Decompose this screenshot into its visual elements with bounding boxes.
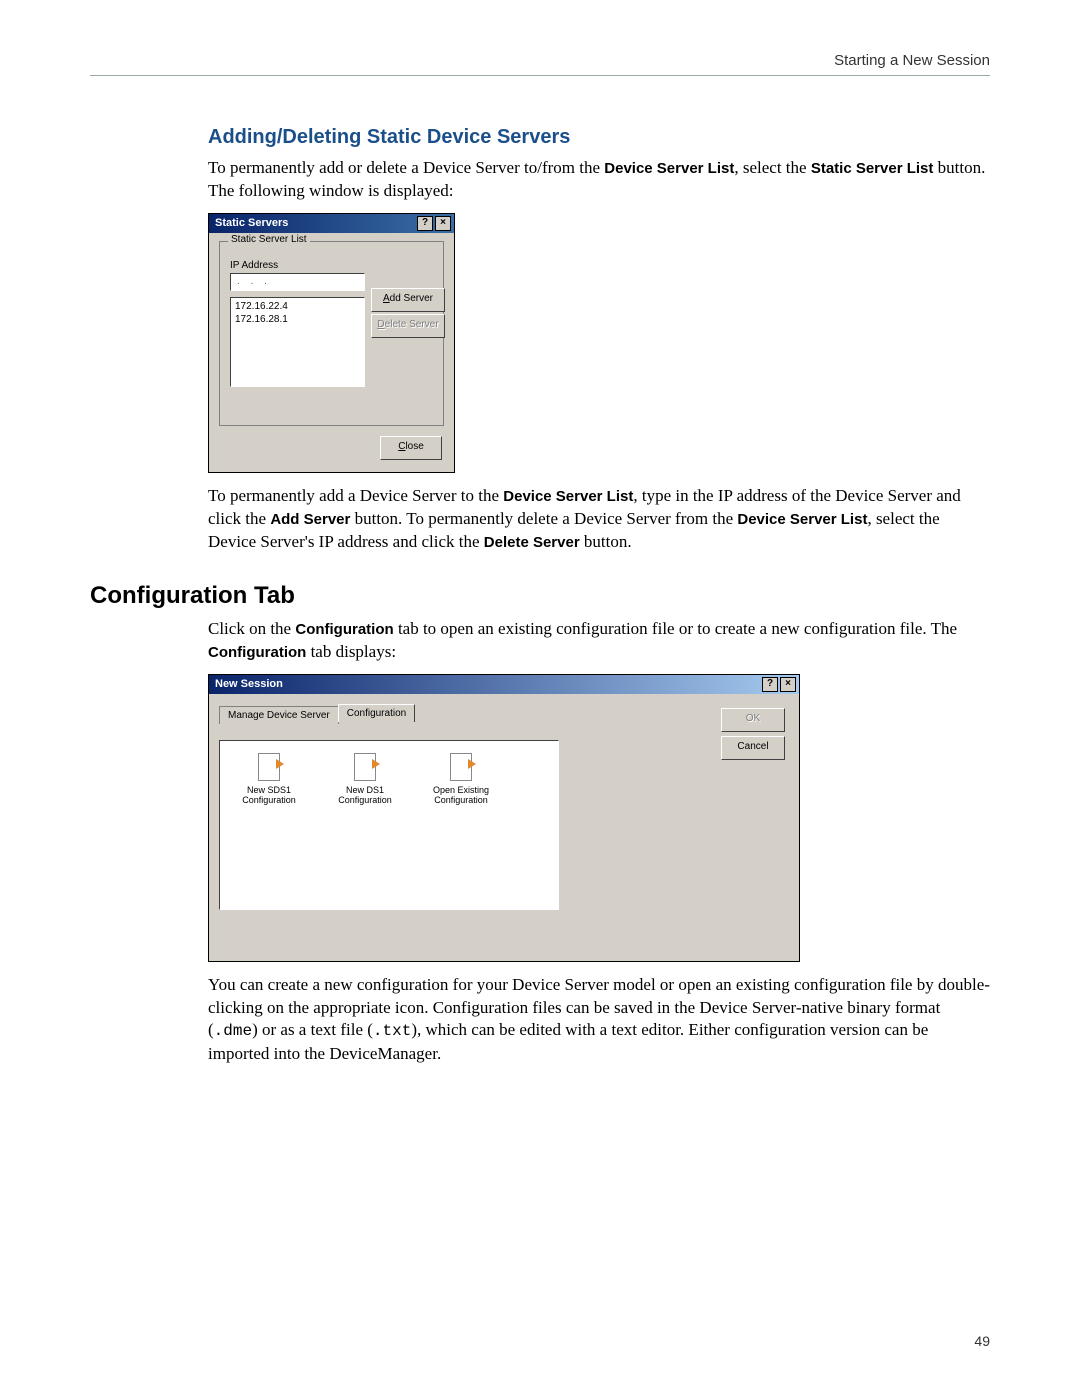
text-bold: Add Server [270, 511, 350, 528]
document-arrow-icon [256, 751, 282, 781]
section-heading-configuration-tab: Configuration Tab [90, 582, 990, 610]
document-page: Starting a New Session Adding/Deleting S… [0, 0, 1080, 1397]
tab-configuration[interactable]: Configuration [338, 704, 415, 722]
document-arrow-icon [352, 751, 378, 781]
dialog-body: Static Server List IP Address . . . 172.… [209, 233, 454, 472]
titlebar-buttons: ? × [762, 677, 796, 692]
text-bold: Delete Server [484, 534, 580, 551]
text: ) or as a text file ( [252, 1020, 373, 1039]
dialog-title: Static Servers [215, 217, 288, 229]
close-button[interactable]: Close [380, 436, 442, 460]
section1-para2: To permanently add a Device Server to th… [208, 485, 990, 554]
text-bold: Device Server List [737, 511, 867, 528]
text: elete Server [385, 319, 439, 330]
configuration-panel: New SDS1 Configuration New DS1 Configura… [219, 740, 559, 910]
text: Click on the [208, 619, 295, 638]
text-bold: Configuration [208, 644, 306, 661]
dialog-titlebar: Static Servers ? × [209, 214, 454, 233]
cancel-button[interactable]: Cancel [721, 736, 785, 760]
dialog-titlebar: New Session ? × [209, 675, 799, 694]
text: , select the [734, 158, 810, 177]
text: tab to open an existing configuration fi… [394, 619, 957, 638]
close-icon[interactable]: × [780, 677, 796, 692]
text-bold: Configuration [295, 621, 393, 638]
item-label: Configuration [326, 795, 404, 806]
text: A [383, 293, 390, 304]
dialog-title: New Session [215, 678, 283, 690]
text: button. [580, 532, 632, 551]
page-header: Starting a New Session [90, 52, 990, 69]
dialog-body: Manage Device Server Configuration New S… [209, 694, 799, 961]
delete-server-button: Delete Server [371, 314, 445, 338]
new-session-dialog: New Session ? × Manage Device Server Con… [208, 674, 800, 962]
ip-address-listbox[interactable]: 172.16.22.4 172.16.28.1 [230, 297, 365, 387]
tab-strip: Manage Device Server Configuration [219, 704, 789, 722]
new-ds1-configuration-item[interactable]: New DS1 Configuration [326, 751, 404, 899]
text: button. To permanently delete a Device S… [350, 509, 737, 528]
new-sds1-configuration-item[interactable]: New SDS1 Configuration [230, 751, 308, 899]
header-rule [90, 75, 990, 76]
list-item[interactable]: 172.16.22.4 [235, 300, 360, 313]
text: tab displays: [306, 642, 396, 661]
item-label: New DS1 [326, 785, 404, 796]
section-heading-adding-deleting: Adding/Deleting Static Device Servers [208, 126, 990, 149]
item-label: New SDS1 [230, 785, 308, 796]
group-label: Static Server List [228, 234, 310, 245]
ok-button: OK [721, 708, 785, 732]
static-server-list-group: Static Server List IP Address . . . 172.… [219, 241, 444, 426]
add-server-button[interactable]: Add Server [371, 288, 445, 312]
section2-para1: Click on the Configuration tab to open a… [208, 618, 990, 664]
item-label: Configuration [422, 795, 500, 806]
document-arrow-icon [448, 751, 474, 781]
code-text: .txt [373, 1022, 411, 1040]
text: To permanently add or delete a Device Se… [208, 158, 604, 177]
open-existing-configuration-item[interactable]: Open Existing Configuration [422, 751, 500, 899]
section2-para2: You can create a new configuration for y… [208, 974, 990, 1066]
text: D [377, 319, 384, 330]
section1-para1: To permanently add or delete a Device Se… [208, 157, 990, 203]
ip-address-label: IP Address [230, 260, 433, 271]
tab-manage-device-server[interactable]: Manage Device Server [219, 706, 339, 724]
text-bold: Static Server List [811, 160, 934, 177]
list-item[interactable]: 172.16.28.1 [235, 313, 360, 326]
static-servers-dialog: Static Servers ? × Static Server List IP… [208, 213, 455, 473]
titlebar-buttons: ? × [417, 216, 451, 231]
text: dd Server [390, 293, 433, 304]
item-label: Configuration [230, 795, 308, 806]
ip-address-input[interactable]: . . . [230, 273, 365, 291]
page-number: 49 [974, 1333, 990, 1349]
text-bold: Device Server List [604, 160, 734, 177]
text: lose [405, 441, 423, 452]
help-icon[interactable]: ? [762, 677, 778, 692]
help-icon[interactable]: ? [417, 216, 433, 231]
text: To permanently add a Device Server to th… [208, 486, 503, 505]
code-text: .dme [214, 1022, 252, 1040]
close-icon[interactable]: × [435, 216, 451, 231]
text-bold: Device Server List [503, 488, 633, 505]
item-label: Open Existing [422, 785, 500, 796]
